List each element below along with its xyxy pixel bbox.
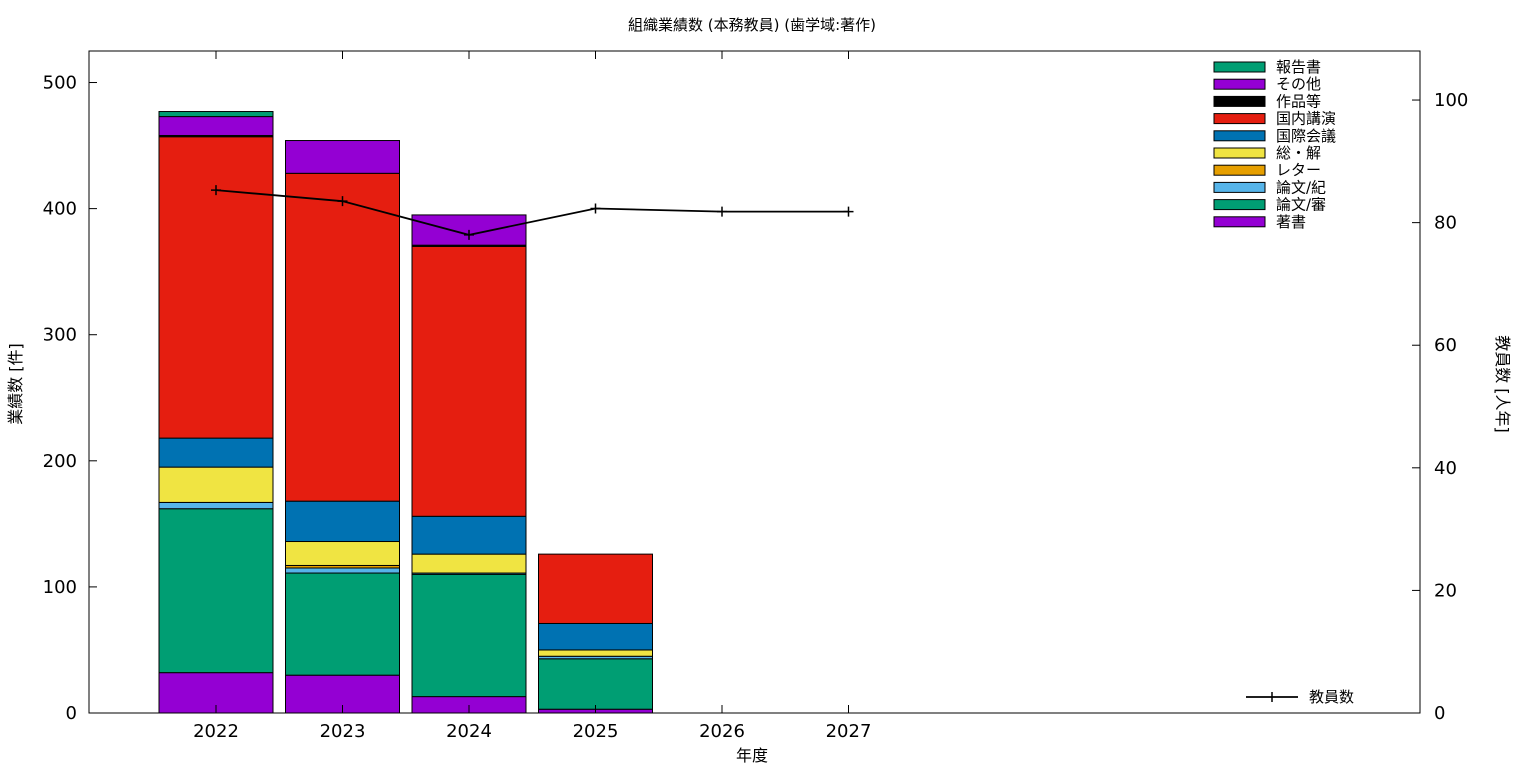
bar-segment [538, 658, 653, 710]
bar-segment [158, 116, 274, 136]
bar-segment [411, 245, 527, 517]
legend-label: 作品等 [1276, 92, 1321, 110]
y2-tick-label: 20 [1434, 580, 1457, 601]
line-point [337, 196, 348, 207]
legend-swatch [1213, 130, 1266, 142]
bar-segment [411, 573, 527, 698]
bar-segment [411, 515, 527, 555]
bar-segment [285, 500, 400, 543]
line-point [590, 203, 601, 214]
y-tick-label: 500 [43, 73, 77, 94]
x-tick-label: 2023 [320, 721, 366, 742]
legend-swatch [1213, 61, 1266, 73]
x-axis-label: 年度 [736, 746, 768, 765]
y2-tick-label: 80 [1434, 213, 1457, 234]
line-point [211, 185, 221, 196]
legend-label: レター [1276, 161, 1321, 179]
bar-segment [158, 501, 274, 510]
legend-swatch [1213, 216, 1266, 228]
bar-segment [285, 572, 400, 676]
y2-tick-label: 0 [1434, 703, 1445, 724]
legend-swatch [1213, 113, 1266, 125]
y-tick-label: 300 [43, 325, 77, 346]
bar-segment [158, 466, 274, 503]
bar-segment [285, 140, 400, 174]
legend-label: 論文/審 [1276, 196, 1326, 214]
bars-layer [158, 111, 653, 714]
chart-title: 組織業績数 (本務教員) (歯学域:著作) [628, 16, 876, 34]
x-tick-label: 2024 [446, 721, 492, 742]
axes-layer: 0 100 200 300 400 500 0 20 40 60 80 100 2022 2023 2024… [43, 50, 1468, 742]
line-legend-label: 教員数 [1309, 688, 1354, 706]
legend-swatch [1213, 147, 1266, 159]
line-layer [211, 185, 854, 240]
line-point [843, 206, 854, 217]
bar-segment [285, 541, 400, 566]
line-series-path [215, 189, 849, 236]
bar-segment [538, 622, 653, 651]
x-tick-label: 2026 [699, 721, 745, 742]
legend-label: 総・解 [1276, 144, 1321, 162]
line-point [464, 229, 474, 240]
legend-swatch [1213, 78, 1266, 90]
y2-tick-label: 40 [1434, 458, 1457, 479]
legend-label: 論文/紀 [1276, 178, 1326, 196]
bar-segment [158, 111, 274, 118]
bar-segment [411, 553, 527, 574]
bar-segment [538, 649, 653, 657]
bar-segment [285, 567, 400, 574]
legend-label: 国内講演 [1276, 110, 1336, 128]
legend-label: 報告書 [1276, 58, 1321, 76]
y-tick-label: 200 [43, 451, 77, 472]
legend-swatch [1213, 181, 1266, 193]
bar-segment [158, 508, 274, 674]
x-tick-label: 2022 [193, 721, 239, 742]
y2-tick-label: 60 [1434, 335, 1457, 356]
legend-label: その他 [1276, 75, 1321, 93]
bar-segment [285, 172, 400, 502]
x-tick-label: 2027 [826, 721, 872, 742]
y2-tick-label: 100 [1434, 90, 1468, 111]
y-tick-label: 100 [43, 577, 77, 598]
x-tick-label: 2025 [573, 721, 619, 742]
y-tick-label: 400 [43, 199, 77, 220]
legend-swatch [1213, 164, 1266, 176]
legend-label: 著書 [1276, 213, 1306, 231]
y-axis-label: 業績数 [件] [6, 343, 25, 425]
plot-frame [88, 50, 1421, 714]
bar-segment [158, 136, 274, 439]
legend-swatch [1213, 199, 1266, 211]
bar-segment [158, 437, 274, 468]
line-point [717, 206, 727, 217]
legend-label: 国際会議 [1276, 127, 1336, 145]
y2-axis-label: 教員数 [人年] [1493, 335, 1512, 433]
legend-swatch [1213, 95, 1266, 107]
y-tick-label: 0 [66, 703, 77, 724]
bar-segment [538, 553, 653, 624]
